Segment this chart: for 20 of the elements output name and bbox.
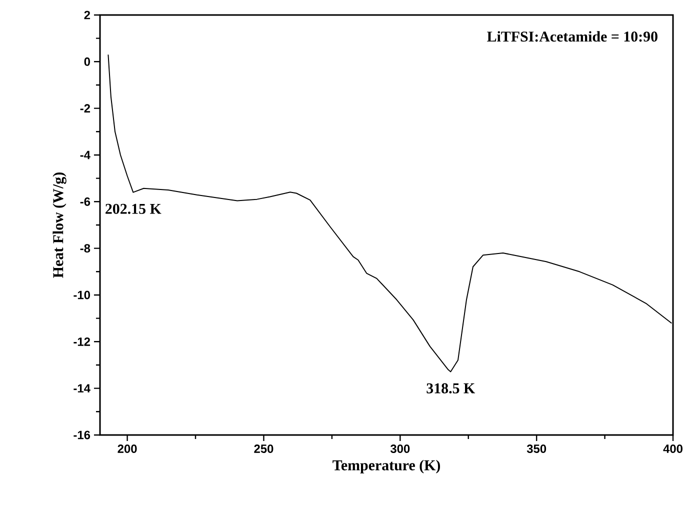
y-tick-label: -12 <box>74 337 90 346</box>
annotation: 202.15 K <box>106 204 162 214</box>
y-tick-label: -14 <box>74 384 90 392</box>
x-tick-label: 300 <box>390 444 410 453</box>
y-tick-label: 2 <box>84 10 90 20</box>
x-axis-title: Temperature (K) <box>332 460 440 474</box>
y-tick-label: -4 <box>80 150 90 160</box>
y-tick-label: -6 <box>80 197 90 206</box>
x-tick-label: 200 <box>118 444 137 453</box>
x-tick-label: 400 <box>663 444 682 453</box>
y-tick-label: -2 <box>80 104 90 112</box>
y-tick-label: -8 <box>80 244 90 253</box>
y-tick-label: -16 <box>74 430 90 440</box>
y-tick-label: -10 <box>74 290 90 300</box>
annotation: 318.5 K <box>426 383 475 394</box>
x-tick-label: 250 <box>254 444 274 453</box>
annotation: LiTFSI:Acetamide = 10:90 <box>487 31 658 42</box>
x-tick-label: 350 <box>526 444 546 453</box>
y-axis-title: Heat Flow (W/g) <box>52 172 66 278</box>
y-tick-label: 0 <box>84 57 90 66</box>
